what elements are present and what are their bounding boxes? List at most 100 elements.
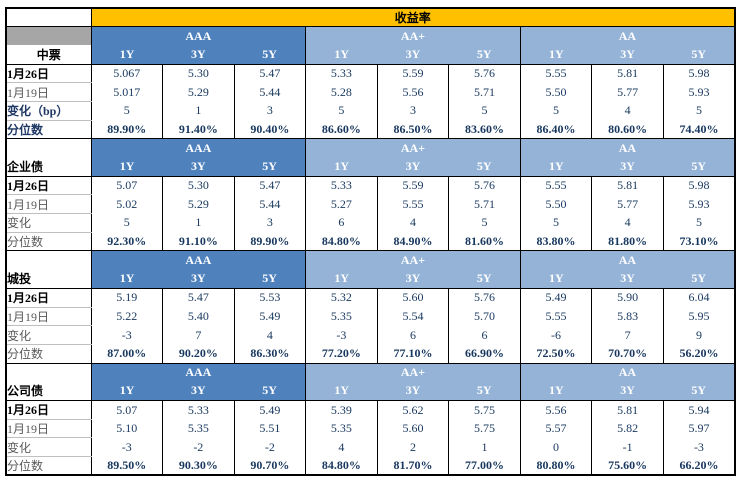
value-cell: 5.70: [448, 307, 521, 326]
value-cell: 5.30: [162, 64, 235, 83]
yield-table-body: 收益率 AAA AA+ AA 中票 1Y 3Y 5Y 1Y 3Y 5Y 1Y 3Y 5Y 1月26日 5.0…: [5, 7, 736, 476]
value-cell: 5.90: [591, 288, 664, 307]
value-cell: 5.81: [591, 64, 664, 83]
value-cell: 83.60%: [448, 120, 521, 140]
value-cell: 66.20%: [662, 456, 735, 476]
value-cell: 5.60: [376, 288, 449, 307]
corner-cell: [5, 7, 92, 28]
tenor-header: 3Y: [377, 381, 449, 401]
value-cell: 5.51: [233, 419, 306, 438]
section-label-spacer: [5, 363, 92, 382]
value-cell: 5.35: [162, 419, 235, 438]
value-cell: 5.02: [90, 194, 163, 214]
value-cell: 90.40%: [233, 120, 306, 140]
value-cell: 5.93: [662, 194, 735, 214]
value-cell: 84.90%: [376, 232, 449, 252]
value-cell: -3: [662, 437, 735, 457]
rating-header-row: AAA AA+ AA: [5, 362, 736, 382]
value-cell: 5.82: [591, 419, 664, 438]
value-cell: 5.98: [662, 176, 735, 195]
value-cell: 90.30%: [162, 456, 235, 476]
value-cell: 5.97: [662, 419, 735, 438]
value-cell: 77.10%: [376, 344, 449, 364]
value-cell: 5.30: [162, 176, 235, 195]
value-cell: 81.70%: [376, 456, 449, 476]
value-cell: 5: [90, 101, 163, 121]
value-cell: 5.35: [305, 419, 378, 438]
tenor-header: 5Y: [234, 381, 306, 401]
value-cell: 89.90%: [233, 232, 306, 252]
tenor-header: 1Y: [90, 45, 163, 65]
value-cell: 72.50%: [519, 344, 592, 364]
row-label: 分位数: [6, 456, 92, 476]
value-cell: 5.44: [233, 82, 306, 102]
rating-header-aaplus: AA+: [305, 362, 521, 382]
tenor-header: 1Y: [90, 381, 163, 401]
section-name: 企业债: [6, 157, 92, 177]
value-cell: 5.77: [591, 82, 664, 102]
value-cell: 5.22: [90, 307, 163, 326]
value-cell: 89.90%: [90, 120, 163, 140]
tenor-header: 3Y: [377, 269, 449, 289]
value-cell: 5.49: [233, 400, 306, 420]
value-cell: 7: [591, 325, 664, 345]
value-cell: 75.60%: [591, 456, 664, 476]
value-cell: 4: [591, 213, 664, 233]
value-cell: 1: [162, 101, 235, 121]
tenor-header: 3Y: [162, 269, 235, 289]
value-cell: 5.83: [591, 307, 664, 326]
value-cell: 5: [519, 101, 592, 121]
value-cell: 5.55: [519, 176, 592, 195]
rating-header-aa: AA: [519, 26, 736, 46]
value-cell: 5: [448, 101, 521, 121]
tenor-header: 5Y: [448, 269, 521, 289]
tenor-header: 3Y: [591, 381, 664, 401]
row-label: 分位数: [6, 232, 92, 252]
value-cell: 5.32: [305, 288, 378, 307]
data-row-change: 变化（bp） 5 1 3 5 3 5 5 4 5: [6, 101, 735, 121]
value-cell: 3: [233, 101, 306, 121]
value-cell: 91.10%: [162, 232, 235, 252]
value-cell: 90.20%: [162, 344, 235, 364]
value-cell: 3: [233, 213, 306, 233]
data-row-date_current: 1月26日 5.19 5.47 5.53 5.32 5.60 5.76 5.49 5.90 6.0…: [6, 288, 735, 308]
value-cell: 87.00%: [90, 344, 163, 364]
tenor-header: 1Y: [519, 157, 592, 177]
value-cell: 83.80%: [519, 232, 592, 252]
title-row: 收益率: [5, 7, 736, 28]
tenor-header: 3Y: [162, 45, 235, 65]
tenor-header: 3Y: [162, 381, 235, 401]
tenor-header: 5Y: [663, 45, 735, 65]
value-cell: 5.71: [448, 194, 521, 214]
row-label: 1月19日: [6, 307, 92, 327]
tenor-header: 5Y: [448, 381, 521, 401]
tenor-header: 3Y: [162, 157, 235, 177]
value-cell: -1: [591, 437, 664, 457]
value-cell: 80.60%: [591, 120, 664, 140]
row-label: 1月19日: [6, 419, 92, 439]
value-cell: 6: [448, 325, 521, 345]
section-label-spacer: [5, 250, 92, 270]
value-cell: 6.04: [662, 288, 735, 307]
tenor-header: 5Y: [663, 157, 735, 177]
value-cell: 5.75: [448, 400, 521, 420]
rating-header-row: AAA AA+ AA: [5, 138, 736, 158]
tenor-header: 5Y: [234, 269, 306, 289]
value-cell: 5.76: [448, 64, 521, 83]
tenor-header-row: 中票 1Y 3Y 5Y 1Y 3Y 5Y 1Y 3Y 5Y: [6, 45, 735, 65]
data-row-change: 变化 -3 -2 -2 4 2 1 0 -1 -3: [6, 437, 735, 457]
value-cell: 5: [519, 213, 592, 233]
value-cell: 81.80%: [591, 232, 664, 252]
value-cell: 5.40: [162, 307, 235, 326]
value-cell: 56.20%: [662, 344, 735, 364]
value-cell: 5.71: [448, 82, 521, 102]
row-label: 变化: [6, 437, 92, 457]
value-cell: 81.60%: [448, 232, 521, 252]
value-cell: 86.50%: [376, 120, 449, 140]
value-cell: 5: [305, 101, 378, 121]
data-row-date_previous: 1月19日 5.22 5.40 5.49 5.35 5.54 5.70 5.55 5.83 5.9…: [6, 307, 735, 327]
data-row-percentile: 分位数 89.90% 91.40% 90.40% 86.60% 86.50% 83.60% 8…: [6, 120, 735, 140]
rating-header-row: AAA AA+ AA: [5, 250, 736, 270]
row-label: 变化（bp）: [6, 101, 92, 121]
rating-header-aa: AA: [519, 138, 736, 158]
